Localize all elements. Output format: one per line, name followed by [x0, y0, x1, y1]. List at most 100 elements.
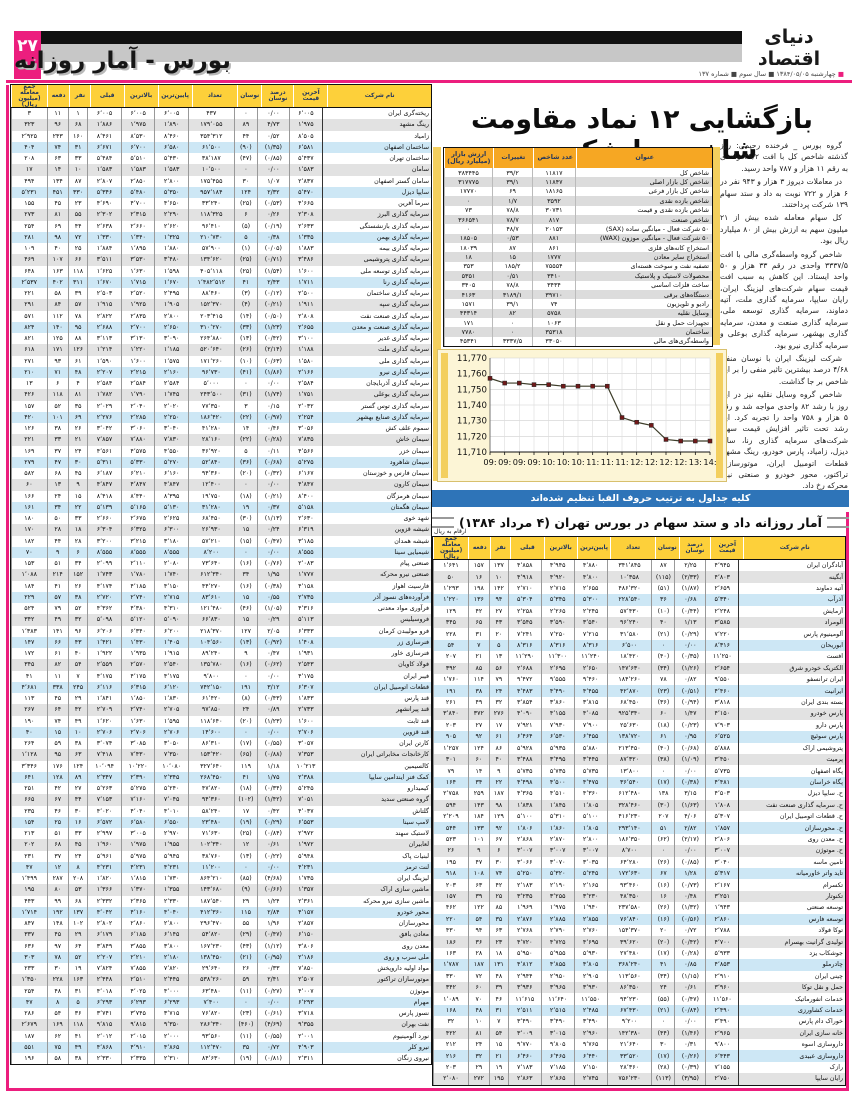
value-cell: ۴۶	[46, 805, 68, 817]
value-cell: ۲۱۳٬۴۵۰	[606, 742, 652, 754]
value-cell: ۲۵۹	[467, 788, 489, 800]
value-cell: ۷۴	[46, 715, 68, 727]
value-cell: ۱٬۶۲۰	[87, 715, 121, 727]
value-cell: ۱۵۴٬۳۷۰	[606, 925, 652, 937]
value-cell: (۰/۲۷)	[257, 985, 289, 997]
value-cell: ۱۳۷	[488, 560, 508, 572]
value-cell: ۵٬۰۹۰	[154, 614, 188, 626]
value-cell: ۴٬۰۴۲	[87, 906, 121, 918]
value-cell: (۳۶)	[651, 696, 674, 709]
value-cell: ۴۹	[67, 715, 87, 727]
value-cell: ۲٬۶۵۵	[573, 582, 607, 595]
value-cell: ۲٬۴۴۵	[154, 974, 188, 986]
value-cell: ۲۸۶٬۳۴۰	[187, 1019, 234, 1031]
value-cell: ۱۸۵/۲	[491, 261, 532, 272]
value-cell: ۱۵۲٬۳۷۰	[187, 299, 234, 311]
value-cell: ۶٬۱۸۷	[87, 468, 121, 480]
index-name-cell: شاخص صنعت	[574, 214, 712, 225]
table-row: ح. محورسازان ۱٬۸۵۷ ۲/۸۲ ۵۱ ۲۹۳٬۱۴۰ ۱٬۸۰۵ ۱٬۸۶۰…	[432, 822, 845, 834]
table-header-row: نام شرکت آخرین قیمت درصد نوسان نوسان تعداد پا…	[11, 84, 431, 108]
value-cell: ۲٬۱۶۷	[705, 879, 738, 891]
value-cell: ۶۸	[67, 895, 87, 907]
value-cell: ۳۴	[233, 569, 257, 581]
table-row: گروه صنعتی سدید ۷٬۰۵۱ (۱/۴۲) (۱۰۲) ۹۴٬۳۶۰ ۷٬۰…	[10, 794, 431, 806]
value-cell: ۱۴٬۶۰۰	[187, 726, 234, 738]
value-cell: ۴٬۸۵۳	[705, 959, 738, 971]
value-cell: ۵۴٬۸۲۰	[187, 929, 234, 941]
value-cell: ۱۹۵	[10, 884, 47, 896]
company-name-cell: رینگ مشهد	[322, 119, 431, 131]
value-cell: ۷۵	[46, 1041, 68, 1053]
value-cell: ۲٬۶۵۰	[154, 321, 188, 333]
page-right-rule	[846, 512, 849, 1088]
value-cell: ۵٬۹۳۵	[540, 742, 574, 754]
value-cell: ۱۸۷	[10, 1030, 47, 1042]
table-row: ساختمان تهران ۵٬۴۳۷ (۰/۸۵) (۴۷) ۳۸٬۱۸۷ ۵٬۴۳۰ ۵…	[10, 153, 431, 165]
value-cell: ۶٬۱۴۵	[154, 929, 188, 941]
value-cell: ۲۱۲	[432, 1039, 468, 1051]
value-cell: ۳٬۸۰۰	[154, 940, 188, 952]
value-cell: ۱۱٬۲۹۰	[507, 651, 541, 663]
table-row: داروسازی عبیدی ۶٬۴۴۳ (۰/۲۶) (۱۷) ۳۳٬۵۲۰ ۶٬۴۴۰…	[432, 1050, 845, 1062]
value-cell: (۱/۱۵)	[674, 970, 705, 983]
value-cell: ۶۴٬۲۸۰	[606, 856, 652, 868]
value-cell: ۵٬۷۳۵	[573, 765, 607, 777]
table-row: ح. سایپا دیزل ۴٬۵۰۳ ۳/۱۵ ۱۳۸ ۶۱۲٬۴۸۰ ۴٬۳۶۰ ۴٬۵…	[432, 788, 845, 800]
value-cell: ۶۸٬۴۵۰	[187, 513, 234, 525]
value-cell: ۴۲۶	[10, 389, 47, 401]
value-cell: ۱٬۸۸۴	[87, 243, 121, 255]
svg-text:14:: 14:	[703, 457, 716, 467]
page-bottom-rule	[6, 1088, 849, 1091]
value-cell: ۲/۴۱	[257, 974, 289, 986]
value-cell: ۴۷	[10, 996, 47, 1008]
value-cell: ۵٬۳۱۰	[540, 810, 574, 823]
value-cell: ۵۸	[46, 288, 68, 300]
value-cell: (۰/۲۹)	[674, 628, 705, 640]
value-cell: ۳۰۱	[432, 753, 468, 766]
value-cell: (۲۱)	[233, 951, 257, 963]
value-cell: ۶٬۲۰۰	[154, 625, 188, 637]
value-cell: ۴٬۸۴۷	[154, 479, 188, 491]
value-cell: (۱/۵۴)	[257, 265, 289, 277]
value-cell: ۱٬۹۱۱	[288, 299, 323, 311]
value-cell: (۶۵)	[233, 749, 257, 761]
value-cell: ۲٬۷۰۰	[120, 321, 155, 333]
value-cell: (۱۶)	[651, 879, 674, 891]
table-row: تکنوتار ۳٬۲۵۱ ۰/۴۸ ۱۶ ۴۸٬۳۵۰ ۳٬۲۳۰ ۳٬۲۵۵ ۳٬۲۳۵ ۲…	[432, 890, 845, 903]
value-cell: ۱۹٬۷۵۰	[187, 490, 234, 502]
value-cell: ۰/۵۳	[491, 233, 532, 243]
value-cell: (۱۳)	[233, 333, 257, 345]
value-cell: ۱۶۶	[10, 490, 47, 502]
table-row: توسعه فارس ۲٬۸۶۰ (۰/۵۶) (۱۶) ۷۶٬۸۴۰ ۲٬۸۵۵ ۲٬۸۸…	[432, 913, 845, 925]
value-cell: ۴٬۹۴۵	[540, 560, 574, 572]
value-cell: ۲٬۷۱۵	[154, 591, 188, 603]
value-cell: ۲۹	[67, 693, 87, 705]
value-cell: ۴۰۵٬۱۱۸	[187, 265, 234, 277]
value-cell: ۱۸	[67, 524, 87, 536]
value-cell: ۴۲۲	[432, 1027, 468, 1040]
value-cell: ۲٬۵۴۰	[154, 659, 188, 671]
value-cell: ۲٬۷۰۶	[87, 726, 121, 738]
table-row: فیبر ایران ۴٬۱۷۵ ۰/۰۰ ۰ ۹٬۸۰۰ ۴٬۱۷۵ ۴٬۱۷۵ ۴٬۱۷۵…	[10, 670, 431, 682]
value-cell: ۷٬۴۱۸	[87, 749, 121, 761]
value-cell: ۲۷۳	[10, 209, 47, 221]
value-cell: ۳٬۱۳۰	[120, 333, 155, 345]
value-cell: ۷٬۰۵۱	[288, 794, 323, 806]
table-row: رایان سایپا ۲٬۷۵۰ (۳/۹۵) (۱۱۳) ۷۵۶٬۲۳۰ ۲٬۷۴۵ ۲…	[432, 1073, 845, 1085]
company-name-cell: تکسرام	[738, 879, 845, 891]
value-cell: ۱۰	[67, 726, 87, 738]
value-cell: ۱٬۴۲۱	[87, 636, 121, 648]
company-name-cell: شیشه قزوین	[322, 524, 431, 536]
value-cell: (۴۶)	[233, 603, 257, 615]
company-name-cell: خدمات انفورماتیک	[738, 993, 845, 1005]
value-cell: ۲۲۱	[10, 288, 47, 300]
value-cell: ۳٬۰۰۷	[705, 845, 738, 857]
value-cell: ۲۹۱	[10, 299, 47, 311]
value-cell: ۹۸	[46, 231, 68, 243]
table-row: سرمایه گذاری رنا ۱٬۷۱۱ ۲/۴۳ ۴۱ ۱٬۴۸۲٬۵۱۲ ۱٬۶۷…	[10, 276, 431, 288]
table-row: جوشکاب یزد ۵٬۹۳۳ (۰/۲۸) (۱۷) ۲۷٬۴۸۰ ۵٬۹۳۰ ۵٬۹۵…	[432, 947, 845, 960]
value-cell: (۱۹)	[233, 1053, 257, 1065]
value-cell: (۱/۳۲)	[674, 902, 705, 914]
company-name-cell: لعابیران	[322, 839, 431, 851]
value-cell: ۶	[233, 209, 257, 221]
